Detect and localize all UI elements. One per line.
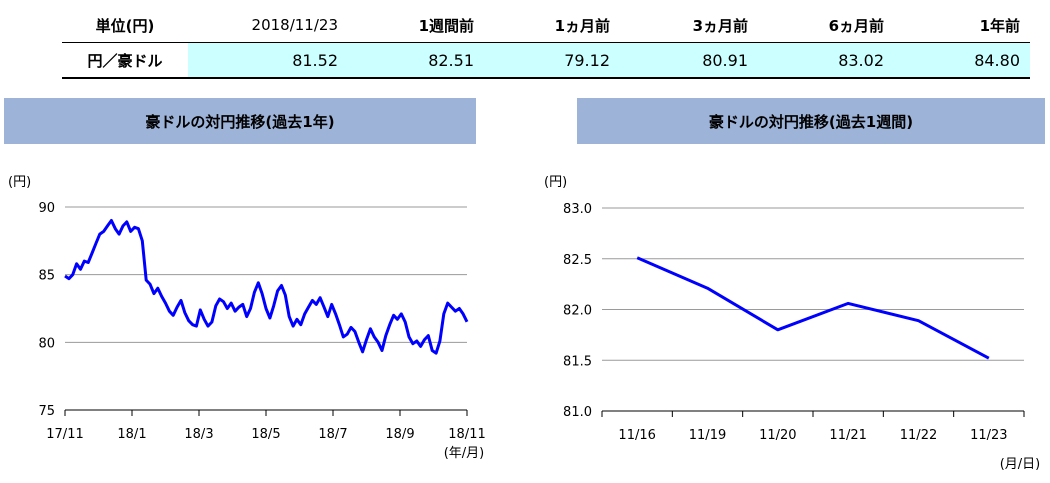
column-header: 2018/11/23 [251, 16, 338, 34]
x-tick-label: 18/11 [448, 427, 485, 442]
table-cell: 83.02 [758, 42, 894, 78]
x-tick-label: 18/9 [385, 427, 414, 442]
y-axis-unit: (円) [544, 175, 567, 190]
x-tick-label: 17/11 [46, 427, 83, 442]
chart-weekly: (円) 81.0 81.5 82.0 82.5 83.0 11/16 11/19 11/20 11… [544, 175, 1041, 472]
series-line [64, 219, 469, 355]
rate-table: 単位(円) 2018/11/23 1週間前 1ヵ月前 3ヵ月前 6ヵ月前 1年前… [62, 8, 1030, 79]
x-tick-label: 11/22 [900, 428, 937, 443]
x-tick-label: 11/23 [970, 428, 1007, 443]
table-cell: 80.91 [620, 42, 758, 78]
y-tick-label: 82.5 [563, 253, 592, 268]
column-header: 1年前 [979, 16, 1020, 35]
series-line [636, 256, 990, 360]
column-header: 3ヵ月前 [692, 16, 748, 35]
x-tick-label: 11/16 [618, 428, 655, 443]
unit-label: 単位(円) [95, 16, 155, 35]
column-header: 1週間前 [418, 16, 474, 35]
x-axis-unit: (月/日) [1000, 457, 1041, 472]
table-cell: 81.52 [188, 42, 348, 78]
column-header: 6ヵ月前 [828, 16, 884, 35]
y-tick-label: 81.5 [563, 354, 592, 369]
chart-title-weekly: 豪ドルの対円推移(過去1週間) [577, 98, 1045, 144]
y-tick-label: 83.0 [563, 202, 592, 217]
x-tick-label: 18/3 [184, 427, 213, 442]
x-axis-unit: (年/月) [444, 446, 485, 461]
y-tick-label: 90 [38, 201, 55, 216]
y-tick-label: 85 [38, 269, 55, 284]
x-tick-label: 11/19 [689, 428, 726, 443]
pair-label: 円／豪ドル [62, 42, 188, 78]
table-cell: 79.12 [484, 42, 620, 78]
x-tick-label: 11/20 [759, 428, 796, 443]
column-header: 1ヵ月前 [554, 16, 610, 35]
table-cell: 84.80 [894, 42, 1030, 78]
y-tick-label: 81.0 [563, 405, 592, 420]
x-tick-label: 18/1 [117, 427, 146, 442]
chart-yearly: (円) 75 80 85 90 17/11 18/1 18/3 18/5 18/7 18/9 18/1… [8, 175, 486, 461]
x-tick-label: 18/7 [318, 427, 347, 442]
table-row: 円／豪ドル 81.52 82.51 79.12 80.91 83.02 84.8… [62, 42, 1030, 78]
y-tick-label: 80 [38, 336, 55, 351]
table-cell: 82.51 [348, 42, 484, 78]
chart-title-yearly: 豪ドルの対円推移(過去1年) [4, 98, 476, 144]
y-axis-unit: (円) [8, 175, 31, 190]
table-header-row: 単位(円) 2018/11/23 1週間前 1ヵ月前 3ヵ月前 6ヵ月前 1年前 [62, 8, 1030, 43]
x-tick-label: 11/21 [829, 428, 866, 443]
x-tick-label: 18/5 [251, 427, 280, 442]
y-tick-label: 75 [38, 404, 55, 419]
y-tick-label: 82.0 [563, 304, 592, 319]
